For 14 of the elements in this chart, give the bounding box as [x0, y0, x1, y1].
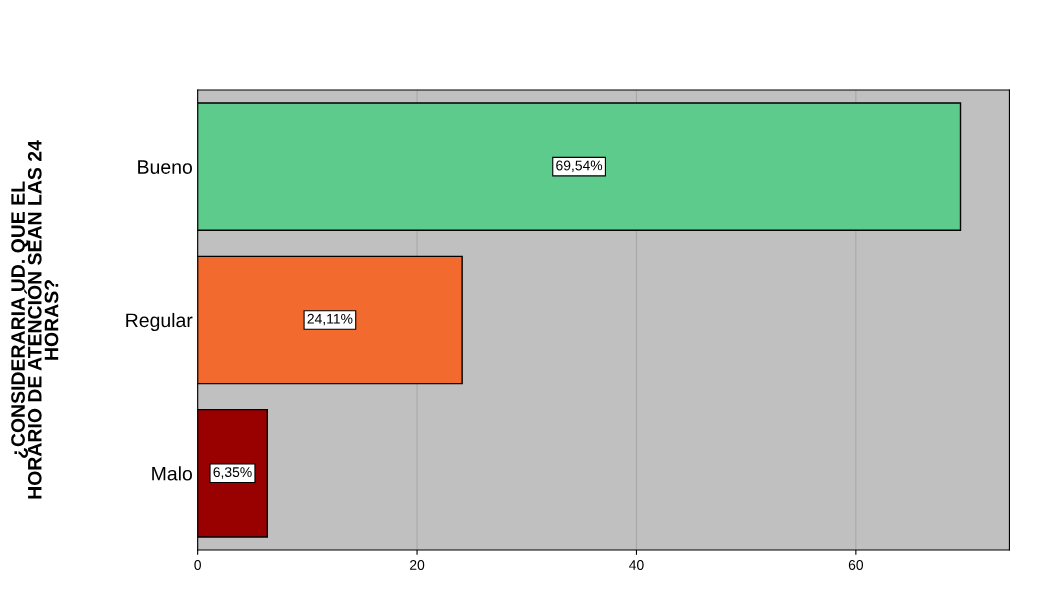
- y-tick-label: Regular: [126, 312, 193, 332]
- data-label: 69,54%: [556, 160, 603, 173]
- x-tick-label: 0: [194, 560, 201, 570]
- x-tick-label: 40: [629, 560, 644, 570]
- bar: [197, 255, 463, 385]
- bar: [197, 408, 269, 538]
- x-tick-label: 20: [410, 560, 425, 570]
- bar: [197, 102, 962, 231]
- data-label: 24,11%: [307, 313, 353, 326]
- y-axis-title: ¿CONSIDERARIA UD. QUE EL HORARIO DE ATENCIÓN SEAN LAS 24 HORAS?: [11, 140, 59, 499]
- y-tick-label: Bueno: [138, 160, 192, 174]
- y-tick-label: Malo: [152, 466, 192, 481]
- x-tick-label: 60: [848, 560, 864, 570]
- data-label: 6,35%: [213, 467, 252, 479]
